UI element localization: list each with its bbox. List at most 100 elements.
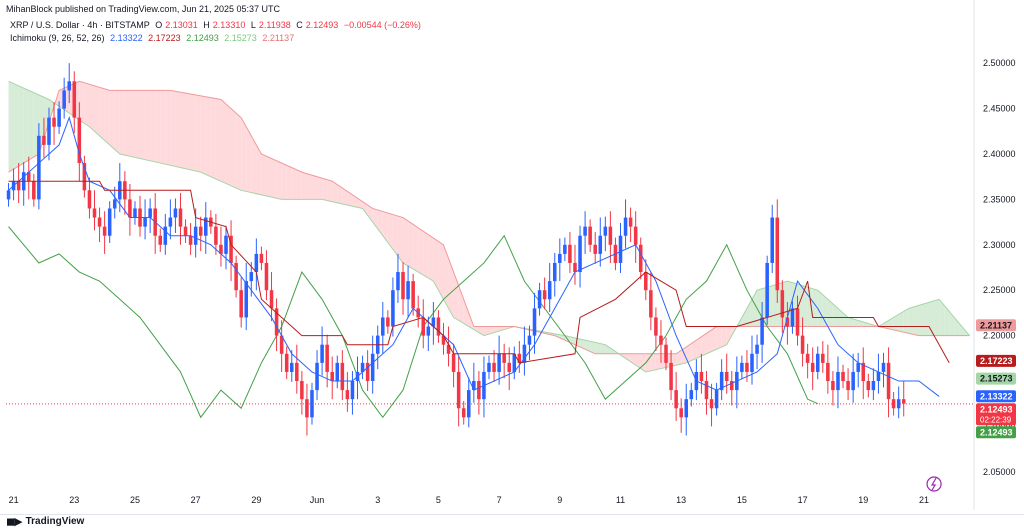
- candle-body: [623, 217, 628, 236]
- cloud-segment: [367, 205, 373, 223]
- candle-body: [431, 317, 436, 327]
- countdown-label: 02:22:39: [980, 415, 1012, 424]
- candle-body: [836, 371, 840, 391]
- candles: [6, 63, 906, 436]
- candle-body: [289, 362, 294, 372]
- cloud-segment: [625, 353, 631, 362]
- candle-body: [62, 90, 66, 109]
- indicator-title: Ichimoku (9, 26, 52, 26): [10, 33, 105, 43]
- x-tick-label: 3: [375, 495, 380, 505]
- candle-body: [401, 272, 405, 300]
- candle-body: [871, 381, 876, 391]
- cloud-segment: [140, 90, 146, 160]
- cloud-segment: [716, 326, 722, 350]
- symbol-legend: XRP / U.S. Dollar · 4h · BITSTAMP O 2.130…: [10, 20, 424, 30]
- cloud-segment: [403, 217, 409, 266]
- x-tick-label: 21: [9, 495, 19, 505]
- cloud-segment: [281, 163, 287, 200]
- close-value: 2.12493: [305, 20, 339, 30]
- candle-body: [148, 208, 152, 218]
- lead1-value: 2.15273: [224, 33, 257, 43]
- low-value: 2.11938: [258, 20, 291, 30]
- cloud-segment: [463, 299, 469, 327]
- candle-body: [664, 344, 668, 363]
- cloud-segment: [853, 318, 859, 327]
- base-line: [8, 180, 950, 364]
- x-tick-label: 13: [676, 495, 686, 505]
- candle-body: [77, 117, 82, 164]
- cloud-segment: [109, 90, 115, 150]
- candle-body: [795, 308, 800, 336]
- candle-body: [370, 353, 375, 382]
- candle-body: [588, 226, 592, 245]
- cloud-segment: [28, 90, 34, 161]
- lead2-value: 2.21137: [262, 33, 295, 43]
- candle-body: [770, 217, 774, 263]
- candle-body: [325, 344, 329, 372]
- candle-body: [315, 362, 319, 391]
- candle-body: [477, 381, 481, 400]
- cloud-segment: [458, 285, 464, 324]
- high-label: H: [203, 20, 210, 30]
- tradingview-brand[interactable]: ◼▶ TradingView: [6, 515, 84, 528]
- candle-body: [800, 335, 805, 354]
- x-tick-label: 23: [69, 495, 79, 505]
- candle-body: [578, 235, 582, 273]
- candle-body: [178, 208, 183, 227]
- candle-body: [522, 344, 527, 363]
- candle-body: [57, 108, 61, 127]
- candle-body: [775, 217, 780, 291]
- cloud-segment: [559, 334, 565, 341]
- candle-body: [618, 235, 623, 263]
- cloud-segment: [317, 176, 323, 200]
- candle-body: [831, 381, 835, 391]
- cloud-segment: [261, 153, 267, 196]
- candle-body: [269, 290, 274, 309]
- cloud-segment: [190, 94, 196, 172]
- publisher-credit: MihanBlock published on TradingView.com,…: [6, 4, 280, 14]
- candle-body: [426, 326, 431, 336]
- price-label-bg: [976, 354, 1016, 367]
- cloud-segment: [220, 99, 227, 184]
- candle-body: [173, 208, 178, 218]
- cloud-segment: [251, 135, 257, 194]
- cloud-segment: [696, 336, 702, 359]
- candle-body: [633, 226, 638, 245]
- conversion-value: 2.13322: [110, 33, 143, 43]
- y-tick-label: 2.25000: [983, 285, 1016, 295]
- candle-body: [760, 317, 764, 345]
- candle-body: [168, 217, 173, 227]
- candle-body: [305, 399, 309, 418]
- cloud-segment: [413, 224, 419, 273]
- candle-body: [32, 181, 36, 200]
- candle-body: [790, 308, 795, 327]
- candle-body: [563, 244, 567, 254]
- candle-body: [112, 199, 117, 209]
- base-value: 2.17223: [148, 33, 181, 43]
- price-label: 2.15273: [980, 374, 1013, 384]
- x-tick-label: 27: [191, 495, 201, 505]
- cloud-segment: [134, 90, 141, 159]
- candle-body: [512, 353, 517, 372]
- candle-body: [365, 362, 370, 382]
- candle-body: [527, 335, 532, 345]
- y-tick-label: 2.05000: [983, 467, 1016, 477]
- candle-body: [644, 272, 648, 291]
- cloud-segment: [848, 317, 854, 327]
- candle-body: [492, 362, 496, 372]
- candle-body: [340, 362, 345, 391]
- cloud-segment: [832, 303, 838, 327]
- cloud-segment: [347, 191, 353, 207]
- cloud-segment: [94, 85, 100, 136]
- cloud-segment: [332, 181, 338, 203]
- candle-body: [593, 244, 597, 254]
- candle-body: [851, 371, 855, 391]
- cloud-segment: [655, 353, 661, 370]
- candle-body: [224, 235, 228, 254]
- cloud-segment: [180, 92, 186, 169]
- candle-body: [628, 217, 633, 227]
- candle-body: [638, 244, 643, 273]
- candle-body: [901, 399, 906, 404]
- candle-body: [826, 362, 830, 382]
